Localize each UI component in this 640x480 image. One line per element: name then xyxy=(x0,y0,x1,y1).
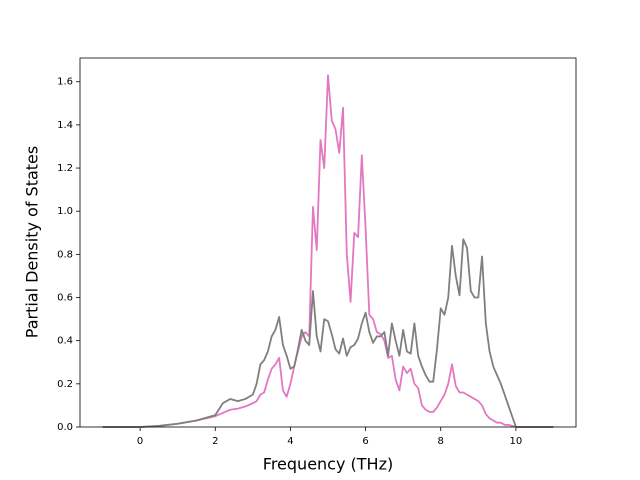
y-tick-label: 1.6 xyxy=(57,77,73,88)
y-axis-label: Partial Density of States xyxy=(23,146,42,338)
x-tick-label: 0 xyxy=(137,436,143,447)
x-tick-label: 10 xyxy=(510,436,523,447)
series-line xyxy=(102,74,554,428)
plot-frame xyxy=(79,57,577,428)
y-tick-label: 1.2 xyxy=(57,163,73,174)
x-axis-label: Frequency (THz) xyxy=(263,455,393,474)
y-tick-label: 0.2 xyxy=(57,379,73,390)
y-tick-label: 0.8 xyxy=(57,249,73,260)
y-tick-label: 0.4 xyxy=(57,336,73,347)
series-line xyxy=(102,238,554,428)
y-tick-label: 0.6 xyxy=(57,293,73,304)
x-tick-label: 2 xyxy=(212,436,218,447)
x-tick-label: 8 xyxy=(438,436,444,447)
y-tick-label: 1.0 xyxy=(57,206,73,217)
y-tick-label: 1.4 xyxy=(57,120,73,131)
x-tick-label: 6 xyxy=(362,436,368,447)
x-tick-label: 4 xyxy=(287,436,293,447)
y-tick-label: 0.0 xyxy=(57,422,73,433)
